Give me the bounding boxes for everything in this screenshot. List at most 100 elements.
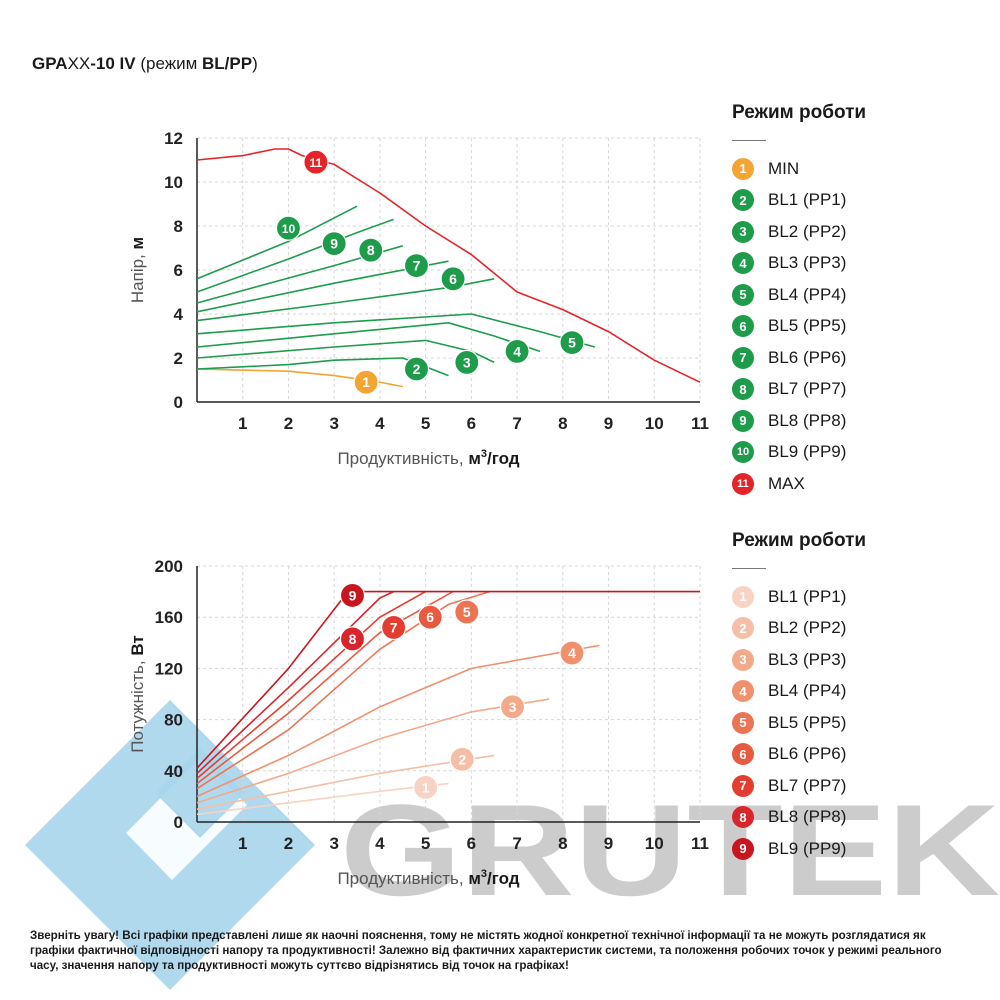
legend-power-item-5: 5 BL5 (PP5) (732, 707, 866, 739)
power-xtick-label: 4 (375, 834, 385, 853)
legend-power-badge-4: 4 (732, 680, 754, 703)
legend-power-item-3: 3 BL3 (PP3) (732, 644, 866, 676)
power-x-axis-label: Продуктивність, м3/год (337, 868, 519, 888)
power-xtick-label: 2 (284, 834, 293, 853)
legend-power-label-6: BL6 (PP6) (768, 744, 847, 764)
power-ytick-label: 160 (155, 608, 183, 627)
legend-head-badge-11: 11 (732, 472, 754, 495)
power-marker-circle-3 (499, 694, 526, 720)
head-xtick-label: 6 (467, 414, 476, 433)
legend-head-badge-7: 7 (732, 346, 754, 369)
legend-power-item-8: 8 BL8 (PP8) (732, 802, 866, 834)
legend-head-label-2: BL1 (PP1) (768, 190, 847, 210)
power-marker-label-3: 3 (509, 699, 517, 715)
power-xtick-label: 7 (512, 834, 521, 853)
title-part-mode: (режим (135, 54, 203, 73)
head-marker-label-8: 8 (367, 242, 375, 258)
legend-power-badge-1: 1 (732, 585, 754, 608)
head-marker-label-6: 6 (449, 271, 457, 287)
legend-head: Режим роботи 1 MIN 2 BL1 (PP1) 3 BL2 (PP2) 4 BL… (732, 102, 866, 500)
disclaimer-note: Зверніть увагу! Всі графіки представлені… (30, 929, 942, 972)
legend-head-label-3: BL2 (PP2) (768, 221, 847, 241)
power-marker-label-4: 4 (568, 645, 576, 661)
power-marker-label-8: 8 (349, 631, 357, 647)
legend-head-item-1: 1 MIN (732, 153, 866, 185)
legend-head-label-6: BL5 (PP5) (768, 316, 847, 336)
legend-power-badge-9: 9 (732, 837, 754, 860)
power-xtick-label: 8 (558, 834, 567, 853)
head-xtick-label: 4 (375, 414, 385, 433)
power-series-marker-4: 4 (559, 640, 585, 666)
power-series-line-2 (196, 754, 495, 810)
head-xtick-label: 3 (329, 414, 338, 433)
power-ytick-label: 80 (164, 711, 183, 730)
legend-head-badge-2: 2 (732, 189, 754, 212)
head-series-marker-6: 6 (440, 266, 466, 292)
head-marker-label-2: 2 (413, 361, 421, 377)
power-marker-circle-9 (339, 582, 366, 609)
head-ytick-label: 12 (164, 129, 183, 148)
legend-head-item-8: 8 BL7 (PP7) (732, 374, 866, 406)
legend-head-badge-6: 6 (732, 315, 754, 338)
legend-power-item-1: 1 BL1 (PP1) (732, 581, 866, 613)
head-xtick-label: 2 (284, 414, 293, 433)
legend-head-item-10: 10 BL9 (PP9) (732, 437, 866, 469)
legend-head-item-11: 11 MAX (732, 468, 866, 500)
legend-power: Режим роботи 1 BL1 (PP1) 2 BL2 (PP2) 3 BL3 (P… (732, 530, 866, 865)
power-marker-circle-6 (417, 604, 443, 630)
title-part-close: ) (252, 54, 258, 73)
legend-head-label-10: BL9 (PP9) (768, 442, 847, 462)
legend-head-badge-8: 8 (732, 378, 754, 401)
legend-head-badge-3: 3 (732, 220, 754, 243)
power-marker-label-7: 7 (390, 619, 398, 635)
head-ytick-label: 10 (164, 173, 183, 192)
legend-power-item-7: 7 BL7 (PP7) (732, 770, 866, 802)
power-series-marker-3: 3 (499, 694, 526, 720)
power-ytick-label: 200 (155, 557, 183, 576)
head-y-axis-label: Напір, м (128, 237, 147, 303)
legend-power-badge-2: 2 (732, 617, 754, 640)
power-y-axis-label: Потужність, Вт (128, 635, 147, 753)
head-marker-label-4: 4 (513, 343, 521, 359)
legend-head-item-9: 9 BL8 (PP8) (732, 405, 866, 437)
power-xtick-label: 3 (329, 834, 338, 853)
legend-head-badge-9: 9 (732, 409, 754, 432)
power-series-marker-9: 9 (339, 582, 366, 609)
head-marker-circle-2 (403, 356, 430, 382)
head-ytick-label: 0 (174, 393, 183, 412)
head-ytick-label: 8 (174, 217, 183, 236)
legend-head-label-1: MIN (768, 158, 800, 178)
legend-head-item-5: 5 BL4 (PP4) (732, 279, 866, 311)
head-xtick-label: 11 (691, 414, 709, 433)
legend-head-badge-1: 1 (732, 157, 754, 180)
legend-power-divider (732, 568, 766, 569)
head-ytick-label: 6 (174, 261, 183, 280)
power-ytick-label: 40 (164, 762, 183, 781)
legend-power-label-9: BL9 (PP9) (768, 838, 847, 858)
power-series-line-8 (196, 590, 394, 774)
head-ytick-label: 4 (174, 305, 184, 324)
head-marker-circle-9 (321, 231, 347, 257)
power-ytick-label: 120 (155, 659, 183, 678)
head-xtick-label: 10 (645, 414, 664, 433)
head-series-marker-1: 1 (353, 369, 379, 395)
head-marker-label-9: 9 (330, 236, 338, 252)
power-xtick-label: 6 (467, 834, 476, 853)
legend-head-item-4: 4 BL3 (PP3) (732, 248, 866, 280)
head-series-marker-11: 11 (303, 149, 329, 175)
legend-power-badge-5: 5 (732, 711, 754, 734)
power-xtick-label: 10 (645, 834, 664, 853)
legend-power-label-8: BL8 (PP8) (768, 807, 847, 827)
power-series-marker-7: 7 (381, 614, 407, 641)
head-marker-label-1: 1 (362, 374, 370, 390)
power-marker-label-1: 1 (422, 779, 430, 795)
head-marker-circle-3 (454, 349, 480, 375)
legend-head-item-2: 2 BL1 (PP1) (732, 185, 866, 217)
head-series-marker-2: 2 (403, 356, 430, 382)
head-marker-circle-5 (559, 330, 585, 356)
power-marker-circle-4 (559, 640, 585, 666)
power-series-line-7 (196, 590, 426, 780)
head-marker-circle-10 (275, 215, 302, 241)
head-series-line-11 (196, 148, 701, 383)
